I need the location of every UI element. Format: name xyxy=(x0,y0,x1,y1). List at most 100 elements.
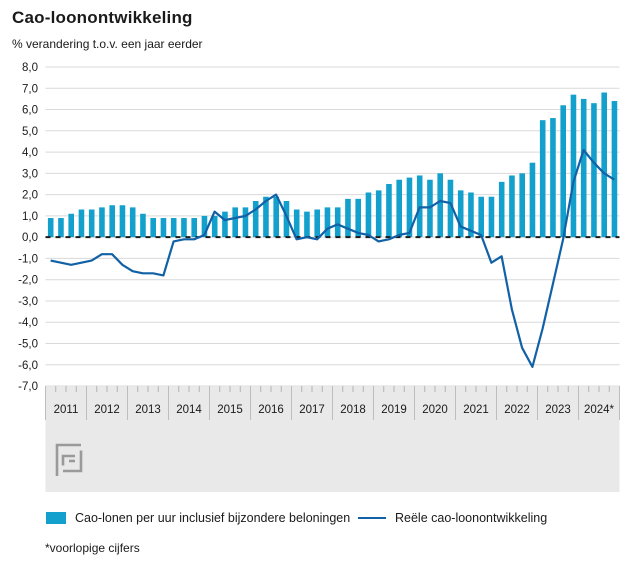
bar-cao-lonen xyxy=(386,183,392,238)
y-axis-tick-label: 0,0 xyxy=(22,232,38,244)
bar-cao-lonen xyxy=(334,207,341,238)
bar-cao-lonen xyxy=(119,205,126,238)
bar-cao-lonen xyxy=(437,173,443,238)
x-axis-year-label: 2019 xyxy=(381,404,407,416)
legend-item-line: Reële cao-loonontwikkeling xyxy=(358,507,547,529)
x-axis-year-label: 2011 xyxy=(54,404,79,416)
x-axis-year-label: 2013 xyxy=(135,404,161,416)
bar-cao-lonen xyxy=(211,215,218,238)
x-axis-year-label: 2015 xyxy=(217,404,243,416)
line-reele-cao-loonontwikkeling xyxy=(50,148,615,368)
bar-cao-lonen xyxy=(457,190,464,238)
x-axis-year-label: 2014 xyxy=(176,404,202,416)
bar-cao-lonen xyxy=(550,118,556,238)
bar-cao-lonen xyxy=(201,215,208,238)
bar-cao-lonen xyxy=(181,218,187,238)
bar-cao-lonen xyxy=(529,162,536,238)
x-axis-year-label: 2017 xyxy=(299,404,325,416)
bar-cao-lonen xyxy=(488,196,495,238)
legend-label-line: Reële cao-loonontwikkeling xyxy=(395,511,548,525)
y-axis-tick-label: 3,0 xyxy=(22,168,38,180)
bar-cao-lonen xyxy=(478,196,484,238)
bar-cao-lonen xyxy=(129,207,136,238)
bar-cao-lonen xyxy=(580,98,587,238)
y-axis-tick-label: -1,0 xyxy=(18,253,38,265)
x-axis-year-label: 2024* xyxy=(584,404,615,416)
x-axis-year-label: 2021 xyxy=(463,404,489,416)
bar-cao-lonen xyxy=(242,207,249,238)
y-axis-tick-label: 5,0 xyxy=(22,126,38,138)
bar-cao-lonen xyxy=(68,213,74,238)
cbs-logo-stroke xyxy=(61,454,75,466)
bar-cao-lonen xyxy=(447,179,454,238)
x-axis-year-label: 2020 xyxy=(422,404,448,416)
footnote-preliminary-figures: *voorlopige cijfers xyxy=(45,541,140,555)
bar-cao-lonen xyxy=(498,181,505,238)
bar-cao-lonen xyxy=(304,211,310,238)
bar-cao-lonen xyxy=(109,205,115,238)
bar-cao-lonen xyxy=(345,198,351,238)
bar-cao-lonen xyxy=(150,218,156,238)
legend-item-bars: Cao-lonen per uur inclusief bijzondere b… xyxy=(46,507,350,529)
y-axis-tick-label: 6,0 xyxy=(22,105,38,117)
bar-cao-lonen xyxy=(88,209,95,238)
bar-cao-lonen xyxy=(324,207,331,238)
x-axis-year-label: 2016 xyxy=(258,404,284,416)
y-axis-tick-label: 7,0 xyxy=(22,83,38,95)
bar-cao-lonen xyxy=(611,101,618,238)
y-axis-tick-label: -4,0 xyxy=(18,317,38,329)
x-axis-year-label: 2022 xyxy=(504,404,530,416)
legend-label-bars: Cao-lonen per uur inclusief bijzondere b… xyxy=(75,511,351,525)
bar-cao-lonen xyxy=(140,213,146,238)
bar-cao-lonen xyxy=(314,209,320,238)
bar-cao-lonen xyxy=(263,196,269,238)
bar-cao-lonen xyxy=(99,207,105,238)
x-axis-year-label: 2018 xyxy=(340,404,366,416)
bar-cao-lonen xyxy=(160,218,167,238)
bar-cao-lonen xyxy=(58,218,64,238)
bar-cao-lonen xyxy=(570,94,577,238)
y-axis-tick-label: 2,0 xyxy=(22,190,38,202)
x-axis-year-label: 2023 xyxy=(545,404,571,416)
bar-cao-lonen xyxy=(396,179,402,238)
bar-cao-lonen xyxy=(191,218,197,238)
bar-cao-lonen xyxy=(601,92,607,238)
y-axis-tick-label: -6,0 xyxy=(18,360,38,372)
bar-cao-lonen xyxy=(560,105,566,238)
bar-cao-lonen xyxy=(591,103,597,238)
line-series-swatch-icon xyxy=(358,517,386,519)
y-axis-tick-label: 8,0 xyxy=(22,62,38,74)
y-axis-tick-label: -7,0 xyxy=(18,381,38,393)
y-axis-tick-label: 1,0 xyxy=(22,211,38,223)
chart-subtitle: % verandering t.o.v. een jaar eerder xyxy=(12,37,203,51)
chart-legend: Cao-lonen per uur inclusief bijzondere b… xyxy=(0,507,626,529)
bar-cao-lonen xyxy=(519,173,525,238)
bar-cao-lonen xyxy=(509,175,515,238)
y-axis-tick-label: 4,0 xyxy=(22,147,38,159)
bar-cao-lonen xyxy=(293,209,300,238)
bar-cao-lonen xyxy=(406,177,413,238)
bar-cao-lonen xyxy=(232,207,238,238)
y-axis-tick-label: -3,0 xyxy=(18,296,38,308)
bar-cao-lonen xyxy=(283,201,290,238)
plot-area: 8,0 7,0 6,0 5,0 4,0 3,0 2,0 1,0 0,0 -1,0 -2,0 -3,0 -… xyxy=(18,62,620,492)
bar-cao-lonen xyxy=(375,190,382,238)
cbs-logo-icon xyxy=(55,443,83,476)
bar-cao-lonen xyxy=(78,209,85,238)
bar-series-swatch-icon xyxy=(46,512,66,524)
x-axis-year-label: 2012 xyxy=(94,404,120,416)
cbs-logo-stroke xyxy=(55,443,81,476)
bar-cao-lonen xyxy=(539,120,546,238)
bar-cao-lonen xyxy=(252,201,259,238)
bar-cao-lonen xyxy=(273,196,279,238)
y-axis-tick-label: -2,0 xyxy=(18,275,38,287)
y-axis-tick-label: -5,0 xyxy=(18,339,38,351)
chart-title: Cao-loonontwikkeling xyxy=(12,8,193,27)
bar-cao-lonen xyxy=(365,192,372,238)
bar-cao-lonen xyxy=(468,192,474,238)
bar-cao-lonen xyxy=(47,218,54,238)
cbs-logo-stroke xyxy=(63,450,83,473)
bar-cao-lonen xyxy=(170,218,177,238)
bar-cao-lonen xyxy=(222,211,228,238)
